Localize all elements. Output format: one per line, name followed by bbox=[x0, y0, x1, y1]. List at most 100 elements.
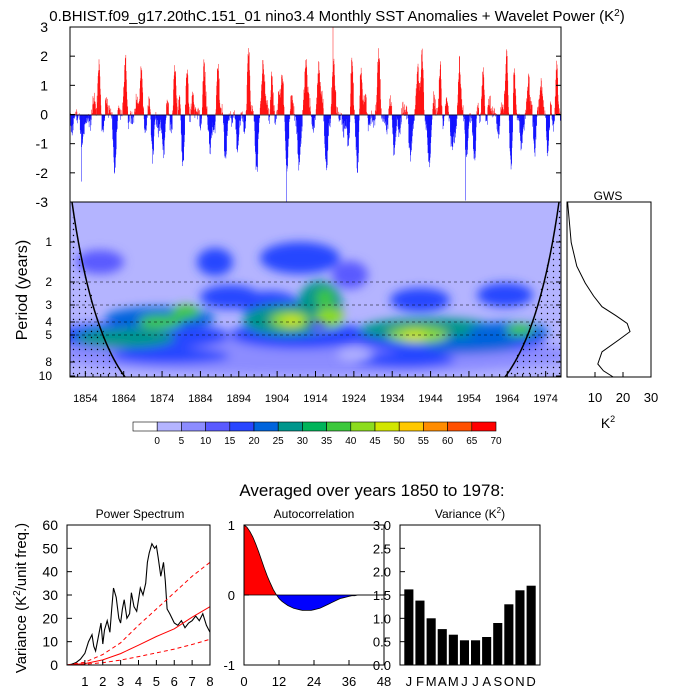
colorbar-swatch bbox=[253, 421, 279, 432]
power-spectrum-y-label: Variance (K2/unit freq.) bbox=[12, 523, 30, 673]
autocorrelation-title: Autocorrelation bbox=[274, 507, 355, 521]
autocorrelation-negative-area bbox=[244, 595, 384, 611]
power-spectrum-x-tick-label: 7 bbox=[189, 674, 196, 689]
wavelet-x-tick-label: 1974 bbox=[533, 393, 557, 405]
colorbar-label: 60 bbox=[442, 436, 454, 447]
power-spectrum-y-tick-label: 10 bbox=[42, 634, 58, 650]
power-spectrum-x-tick-label: 3 bbox=[117, 674, 124, 689]
colorbar-label: 15 bbox=[224, 436, 236, 447]
wavelet-y-tick-label: 4 bbox=[45, 315, 52, 329]
coi-curve-right bbox=[504, 202, 560, 377]
variance-bar bbox=[482, 637, 492, 665]
anomaly-y-tick-label: -2 bbox=[36, 165, 49, 181]
colorbar-label: 35 bbox=[321, 436, 333, 447]
colorbar-label: 45 bbox=[369, 436, 381, 447]
anomaly-y-tick-label: -3 bbox=[36, 194, 49, 210]
anomaly-y-tick-label: 2 bbox=[40, 48, 48, 64]
wavelet-y-axis: 1 2 3 45 810 bbox=[39, 235, 561, 383]
colorbar-swatch bbox=[398, 421, 424, 432]
autocorrelation-x-tick-label: 48 bbox=[377, 674, 391, 689]
variance-x-tick-label: D bbox=[526, 674, 535, 689]
colorbar-swatch bbox=[156, 421, 182, 432]
colorbar-label: 0 bbox=[154, 436, 160, 447]
colorbar-swatch bbox=[471, 421, 497, 432]
autocorrelation-x-tick-label: 36 bbox=[342, 674, 356, 689]
wavelet-x-tick-label: 1904 bbox=[265, 393, 289, 405]
autocorrelation-x-tick-label: 12 bbox=[272, 674, 286, 689]
variance-bar bbox=[526, 585, 536, 665]
gws-frame bbox=[566, 201, 652, 378]
colorbar-swatch bbox=[350, 421, 376, 432]
power-spectrum-x-tick-label: 4 bbox=[135, 674, 142, 689]
power-spectrum-upper-95-line bbox=[67, 561, 210, 665]
power-spectrum-x-tick-label: 8 bbox=[206, 674, 213, 689]
variance-bar bbox=[493, 623, 503, 665]
autocorrelation-y-tick-label: 1 bbox=[228, 518, 235, 533]
colorbar-swatch bbox=[205, 421, 231, 432]
colorbar-swatch bbox=[277, 421, 303, 432]
colorbar-swatch bbox=[132, 421, 158, 432]
wavelet-y-label: Period (years) bbox=[14, 240, 31, 340]
autocorrelation-axes: 0 12 24 36 48 1 0 -1 bbox=[223, 518, 391, 689]
variance-y-tick-label: 3.0 bbox=[373, 518, 391, 533]
variance-y-tick-label: 0.5 bbox=[373, 635, 391, 650]
anomaly-bars bbox=[70, 27, 561, 202]
power-spectrum-y-tick-label: 40 bbox=[42, 564, 58, 580]
variance-y-tick-label: 2.0 bbox=[373, 565, 391, 580]
power-spectrum-lower-5-line bbox=[67, 638, 210, 665]
autocorrelation-x-tick-label: 0 bbox=[240, 674, 247, 689]
variance-y-tick-label: 2.5 bbox=[373, 541, 391, 556]
power-spectrum-spectrum-line bbox=[67, 542, 210, 665]
power-spectrum-y-tick-label: 20 bbox=[42, 610, 58, 626]
autocorrelation-x-tick-label: 24 bbox=[307, 674, 321, 689]
autocorrelation-positive-area bbox=[244, 525, 384, 595]
wavelet-y-tick-label: 2 bbox=[45, 275, 52, 289]
autocorrelation-y-tick-label: -1 bbox=[223, 658, 235, 673]
anomaly-y-tick-label: 3 bbox=[40, 19, 48, 35]
subtitle: Averaged over years 1850 to 1978: bbox=[239, 481, 504, 500]
colorbar-swatch bbox=[447, 421, 473, 432]
variance-bar bbox=[459, 640, 469, 665]
wavelet-y-tick-label: 8 bbox=[45, 355, 52, 369]
gws-title: GWS bbox=[594, 189, 623, 203]
variance-y-tick-label: 1.0 bbox=[373, 611, 391, 626]
power-spectrum-y-tick-label: 30 bbox=[42, 587, 58, 603]
variance-bar bbox=[404, 589, 414, 665]
colorbar-label: 20 bbox=[248, 436, 260, 447]
variance-x-tick-label: N bbox=[515, 674, 524, 689]
power-spectrum-x-tick-label: 2 bbox=[99, 674, 106, 689]
colorbar-label: 50 bbox=[394, 436, 406, 447]
power-spectrum-frame bbox=[66, 524, 211, 666]
power-spectrum-lines bbox=[67, 542, 210, 665]
power-spectrum-x-tick-label: 5 bbox=[153, 674, 160, 689]
colorbar-label: 70 bbox=[490, 436, 502, 447]
wavelet-x-axis: 1854 1864 1874 1884 1894 1904 1914 1924 1934 1944… bbox=[69, 371, 562, 405]
colorbar-swatch bbox=[374, 421, 400, 432]
power-spectrum-y-tick-label: 0 bbox=[50, 657, 58, 673]
anomaly-y-tick-label: -1 bbox=[36, 136, 49, 152]
colorbar-swatch bbox=[302, 421, 327, 432]
variance-x-tick-label: S bbox=[493, 674, 502, 689]
variance-y-tick-label: 1.5 bbox=[373, 588, 391, 603]
wavelet-x-tick-label: 1864 bbox=[111, 393, 135, 405]
coi-curve-left bbox=[71, 202, 126, 377]
gws-x-axis: 10 20 30 bbox=[588, 372, 658, 405]
power-spectrum-x-tick-label: 6 bbox=[171, 674, 178, 689]
gws-x-label: K2 bbox=[601, 414, 615, 431]
power-spectrum-y-tick-label: 60 bbox=[42, 517, 58, 533]
wavelet-x-tick-label: 1884 bbox=[188, 393, 212, 405]
wavelet-x-tick-label: 1944 bbox=[418, 393, 442, 405]
variance-x-tick-label: F bbox=[416, 674, 424, 689]
anomaly-y-tick-label: 1 bbox=[40, 77, 48, 93]
wavelet-y-tick-label: 3 bbox=[45, 298, 52, 312]
colorbar-swatch bbox=[181, 421, 206, 432]
colorbar-label: 40 bbox=[345, 436, 357, 447]
colorbar: 0 5 10 15 20 25 30 35 40 45 50 55 60 65 70 bbox=[132, 421, 502, 447]
wavelet-x-tick-label: 1924 bbox=[342, 393, 366, 405]
figure-title: 0.BHIST.f09_g17.20thC.151_01 nino3.4 Mon… bbox=[49, 8, 624, 25]
variance-y-tick-label: 0.0 bbox=[373, 658, 391, 673]
anomaly-y-tick-label: 0 bbox=[40, 107, 48, 123]
power-spectrum-x-tick-label: 1 bbox=[81, 674, 88, 689]
variance-bars bbox=[404, 585, 536, 665]
variance-bar bbox=[437, 629, 447, 665]
